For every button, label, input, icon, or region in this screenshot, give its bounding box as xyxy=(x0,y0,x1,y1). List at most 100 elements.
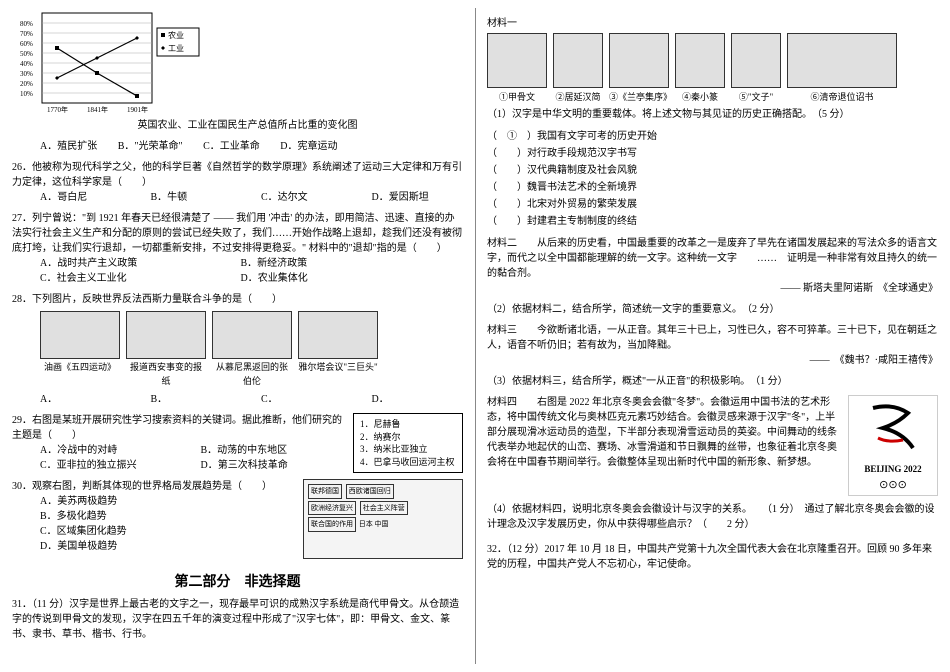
mat1-item: （ ）封建君主专制制度的终结 xyxy=(487,213,938,230)
q27-stem: 27．列宁曾说："到 1921 年春天已经很清楚了 —— 我们用 '冲击' 的办… xyxy=(12,211,463,256)
opt-d: D．农业集体化 xyxy=(241,271,308,286)
left-column: 80% 70% 60% 50% 40% 30% 20% 10% 1770年 1841年 19… xyxy=(0,0,475,672)
opt-b: B．牛顿 xyxy=(151,190,241,205)
opt-d: D． xyxy=(372,392,389,407)
winter-emblem-icon xyxy=(853,398,933,458)
mat3: 材料三 今欲断诸北语，一从正音。其年三十已上，习性已久，容不可猝革。三十已下，见… xyxy=(487,323,938,368)
mat2: 材料二 从后来的历史看，中国最重要的改革之一是废弃了早先在诸国发展起来的写法众多… xyxy=(487,236,938,296)
mat4-label: 材料四 xyxy=(487,397,517,408)
opt-c: C．达尔文 xyxy=(261,190,351,205)
mat2-text: 从后来的历史看，中国最重要的改革之一是废弃了早先在诸国发展起来的写法众多的语言文… xyxy=(487,238,937,279)
beijing-logo: BEIJING 2022 ⊙⊙⊙ xyxy=(848,395,938,496)
q30: 联邦德国 西欧诸国回归 欧洲经济复兴 社会主义阵营 联合国的作用 日本 中国 3… xyxy=(12,479,463,559)
diag-node: 联合国的作用 xyxy=(308,517,356,532)
svg-text:30%: 30% xyxy=(20,70,33,78)
opt-a: A． xyxy=(40,392,130,407)
q28: 28．下列图片，反映世界反法西斯力量联合斗争的是（ ） 油画《五四运动》 报道西… xyxy=(12,292,463,407)
diag-node: 联邦德国 xyxy=(308,484,342,499)
diag-node: 中国 xyxy=(375,520,389,528)
opt-c: C． xyxy=(261,392,351,407)
mat1-q: （1）汉字是中华文明的重要载体。将上述文物与其见证的历史正确搭配。 （5 分） xyxy=(487,107,938,122)
mat1-cap-3: ③《兰亭集序》 xyxy=(609,90,669,103)
kw-2: 2．纳赛尔 xyxy=(360,431,456,444)
svg-text:1770年: 1770年 xyxy=(47,105,68,114)
opt-b: B．新经济政策 xyxy=(241,256,308,271)
svg-text:1901年: 1901年 xyxy=(127,105,148,114)
mat1-img-6 xyxy=(787,33,897,88)
mat1-cap-1: ①甲骨文 xyxy=(487,90,547,103)
opt-b: B．动荡的中东地区 xyxy=(201,443,288,458)
kw-4: 4．巴拿马收回运河主权 xyxy=(360,456,456,469)
q31-stem: 31．（11 分）汉字是世界上最古老的文字之一，现存最早可识的成熟汉字系统是商代… xyxy=(12,597,463,642)
mat2-label: 材料二 xyxy=(487,238,517,249)
diag-node: 社会主义阵营 xyxy=(360,501,408,516)
kw-3: 3．纳米比亚独立 xyxy=(360,443,456,456)
mat1-cap-4: ④秦小篆 xyxy=(675,90,725,103)
chart-caption: 英国农业、工业在国民生产总值所占比重的变化图 xyxy=(12,118,463,133)
mat1-item: （ ）魏晋书法艺术的全新境界 xyxy=(487,179,938,196)
q28-img-3 xyxy=(212,311,292,359)
q26: 26．他被称为现代科学之父，他的科学巨著《自然哲学的数学原理》系统阐述了运动三大… xyxy=(12,160,463,205)
opt-c: C．工业革命 xyxy=(203,139,260,154)
kw-1: 1．尼赫鲁 xyxy=(360,418,456,431)
svg-text:70%: 70% xyxy=(20,30,33,38)
mat1-img-4 xyxy=(675,33,725,88)
svg-text:50%: 50% xyxy=(20,50,33,58)
mat1-img-1 xyxy=(487,33,547,88)
q29: 1．尼赫鲁 2．纳赛尔 3．纳米比亚独立 4．巴拿马收回运河主权 29．右图是某… xyxy=(12,413,463,473)
mat3-text: 今欲断诸北语，一从正音。其年三十已上，习性已久，容不可猝革。三十已下，见在朝廷之… xyxy=(487,325,937,351)
chart-block: 80% 70% 60% 50% 40% 30% 20% 10% 1770年 1841年 19… xyxy=(12,8,463,118)
q26-stem: 26．他被称为现代科学之父，他的科学巨著《自然哲学的数学原理》系统阐述了运动三大… xyxy=(12,160,463,190)
q32: 32．（12 分）2017 年 10 月 18 日，中国共产党第十九次全国代表大… xyxy=(487,542,938,572)
opt-d: D．宪章运动 xyxy=(280,139,337,154)
mat4-q1: （4）依据材料四，说明北京冬奥会会徽设计与汉字的关系。 （1 分） 通过了解北京… xyxy=(487,502,938,532)
svg-text:40%: 40% xyxy=(20,60,33,68)
cap-3: 从慕尼黑返回的张伯伦 xyxy=(212,361,292,388)
q28-img-1 xyxy=(40,311,120,359)
mat1-cap-5: ⑤"文子" xyxy=(731,90,781,103)
mat2-q: （2）依据材料二，结合所学，简述统一文字的重要意义。 （2 分） xyxy=(487,302,938,317)
opt-a: A．战时共产主义政策 xyxy=(40,256,220,271)
svg-text:60%: 60% xyxy=(20,40,33,48)
mat1-item: （ ）对行政手段规范汉字书写 xyxy=(487,145,938,162)
svg-text:1841年: 1841年 xyxy=(87,105,108,114)
cap-1: 油画《五四运动》 xyxy=(40,361,120,388)
opt-b: B． xyxy=(151,392,241,407)
mat1-items: （ ① ）我国有文字可考的历史开始 （ ）对行政手段规范汉字书写 （ ）汉代典籍… xyxy=(487,128,938,230)
cap-4: 雅尔塔会议"三巨头" xyxy=(298,361,378,388)
diag-node: 西欧诸国回归 xyxy=(346,484,394,499)
diag-node: 日本 xyxy=(359,520,373,528)
mat2-src: —— 斯塔夫里阿诺斯 《全球通史》 xyxy=(487,281,938,296)
opt-c: C．社会主义工业化 xyxy=(40,271,220,286)
mat1-cap-2: ②居延汉简 xyxy=(553,90,603,103)
q30-diagram: 联邦德国 西欧诸国回归 欧洲经济复兴 社会主义阵营 联合国的作用 日本 中国 xyxy=(303,479,463,559)
opt-a: A．冷战中的对峙 xyxy=(40,443,180,458)
opt-d: D．爱因斯坦 xyxy=(372,190,429,205)
section-2-title: 第二部分 非选择题 xyxy=(12,571,463,591)
right-column: 材料一 ①甲骨文 ②居延汉简 ③《兰亭集序》 ④秦小篆 ⑤"文子" ⑥清帝退位诏… xyxy=(475,0,950,672)
svg-text:农业: 农业 xyxy=(168,30,184,40)
mat1-item: （ ）汉代典籍制度及社会风貌 xyxy=(487,162,938,179)
mat1-label: 材料一 xyxy=(487,14,938,29)
cap-2: 报道西安事变的报纸 xyxy=(126,361,206,388)
opt-a: A．殖民扩张 xyxy=(40,139,97,154)
svg-text:20%: 20% xyxy=(20,80,33,88)
mat1-item: （ ① ）我国有文字可考的历史开始 xyxy=(487,128,938,145)
q28-img-4 xyxy=(298,311,378,359)
q28-stem: 28．下列图片，反映世界反法西斯力量联合斗争的是（ ） xyxy=(12,292,463,307)
q27: 27．列宁曾说："到 1921 年春天已经很清楚了 —— 我们用 '冲击' 的办… xyxy=(12,211,463,286)
svg-text:10%: 10% xyxy=(20,90,33,98)
opt-a: A．哥白尼 xyxy=(40,190,130,205)
mat1-img-2 xyxy=(553,33,603,88)
svg-text:工业: 工业 xyxy=(168,43,184,53)
diag-node: 欧洲经济复兴 xyxy=(308,501,356,516)
svg-text:80%: 80% xyxy=(20,20,33,28)
opt-c: C．亚非拉的独立振兴 xyxy=(40,458,180,473)
mat3-q: （3）依据材料三，结合所学，概述"一从正音"的积极影响。 （1 分） xyxy=(487,374,938,389)
keyword-box: 1．尼赫鲁 2．纳赛尔 3．纳米比亚独立 4．巴拿马收回运河主权 xyxy=(353,413,463,473)
mat1-item: （ ）北宋对外贸易的繁荣发展 xyxy=(487,196,938,213)
mat1-img-5 xyxy=(731,33,781,88)
mat3-src: —— 《魏书？·咸阳王禧传》 xyxy=(487,353,938,368)
opt-d: D．第三次科技革命 xyxy=(201,458,288,473)
mat3-label: 材料三 xyxy=(487,325,517,336)
